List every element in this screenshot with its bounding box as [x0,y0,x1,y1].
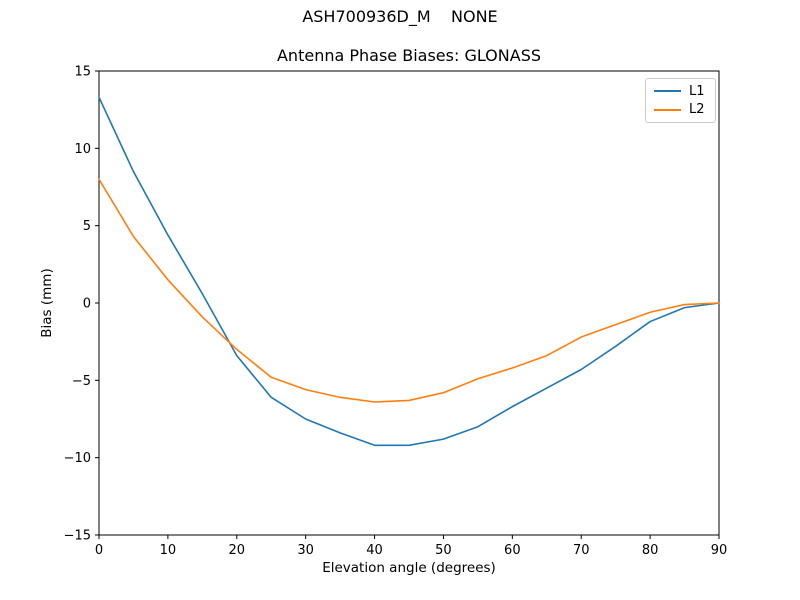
axes-frame [98,70,720,536]
y-tick-label: 0 [83,297,91,312]
x-tick-label: 80 [642,543,659,558]
x-tick-label: 30 [297,543,314,558]
legend-entry-l2: L2 [654,103,707,116]
y-tick-label: 5 [83,219,91,234]
x-tick-label: 20 [229,543,246,558]
x-tick-label: 50 [435,543,452,558]
y-tick-label: −15 [64,529,91,544]
y-tick-label: 10 [74,142,91,157]
legend: L1 L2 [645,78,716,123]
x-tick-label: 90 [711,543,728,558]
y-axis-label: Bias (mm) [39,268,55,338]
y-tick-label: 15 [74,65,91,80]
legend-label-l1: L1 [689,83,705,99]
x-tick-label: 10 [160,543,177,558]
y-tick-label: −5 [72,374,91,389]
legend-entry-l1: L1 [654,85,707,98]
x-tick-label: 0 [95,543,103,558]
x-tick-label: 40 [366,543,383,558]
y-tick-label: −10 [64,451,91,466]
figure-suptitle: ASH700936D_M NONE [302,7,498,26]
series-line-l2 [98,178,720,403]
legend-label-l2: L2 [689,102,705,118]
x-axis-label: Elevation angle (degrees) [322,560,496,576]
x-tick-label: 60 [504,543,521,558]
legend-line-swatch-l2 [654,108,681,111]
series-line-l1 [98,96,720,447]
legend-line-swatch-l1 [654,90,681,93]
x-tick-label: 70 [573,543,590,558]
chart-title: Antenna Phase Biases: GLONASS [276,46,541,65]
